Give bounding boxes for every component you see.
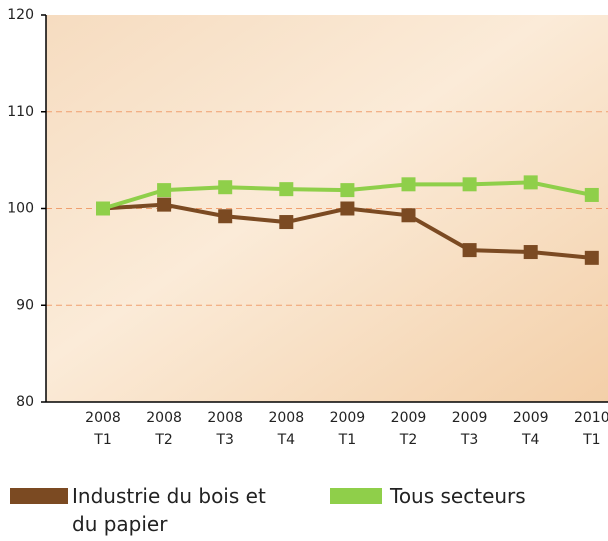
point-marker	[463, 177, 477, 191]
x-tick-label-line: T3	[460, 432, 478, 448]
point-marker	[524, 175, 538, 189]
x-tick-label-line: 2010	[574, 410, 608, 426]
x-tick-label-line: T2	[154, 432, 172, 448]
point-marker	[218, 180, 232, 194]
x-tick-label: 2009 T1	[330, 410, 366, 448]
page: 80901001101202008T12008T22008T32008T4200…	[0, 0, 608, 541]
legend-label: Industrie du bois et du papier	[72, 482, 272, 538]
y-tick-label: 90	[16, 297, 34, 313]
x-tick-label-line: T4	[521, 432, 540, 448]
point-marker	[585, 251, 599, 265]
point-marker	[218, 209, 232, 223]
x-tick-label-line: T3	[215, 432, 233, 448]
x-tick-label: 2009 T4	[513, 410, 549, 448]
point-marker	[157, 183, 171, 197]
point-marker	[279, 215, 293, 229]
x-tick-label-line: 2009	[513, 410, 549, 426]
x-tick-label-line: 2008	[268, 410, 304, 426]
x-tick-label: 2008 T4	[268, 410, 304, 448]
x-tick-label-line: T4	[277, 432, 296, 448]
x-tick-label-line: 2009	[330, 410, 366, 426]
x-tick-label: 2010 T1	[574, 410, 608, 448]
x-tick-label-line: 2009	[391, 410, 427, 426]
x-tick-label-line: 2008	[85, 410, 121, 426]
x-tick-label: 2008 T2	[146, 410, 182, 448]
legend-swatch	[10, 488, 68, 504]
x-tick-label-line: T1	[582, 432, 600, 448]
point-marker	[157, 198, 171, 212]
y-tick-label: 80	[16, 394, 34, 410]
x-tick-label-line: T1	[93, 432, 111, 448]
y-tick-label: 100	[7, 201, 34, 217]
x-tick-label-line: T2	[399, 432, 417, 448]
y-tick-label: 110	[7, 104, 34, 120]
point-marker	[585, 188, 599, 202]
point-marker	[524, 245, 538, 259]
x-tick-label: 2008 T3	[207, 410, 243, 448]
x-tick-label-line: T1	[338, 432, 356, 448]
point-marker	[340, 183, 354, 197]
point-marker	[402, 177, 416, 191]
x-tick-label-line: 2008	[207, 410, 243, 426]
x-tick-label: 2008 T1	[85, 410, 121, 448]
x-tick-label-line: 2009	[452, 410, 488, 426]
point-marker	[279, 182, 293, 196]
legend-label: Tous secteurs	[390, 482, 600, 510]
point-marker	[463, 243, 477, 257]
point-marker	[340, 202, 354, 216]
x-tick-label: 2009 T3	[452, 410, 488, 448]
legend-swatch	[330, 488, 382, 504]
point-marker	[402, 208, 416, 222]
x-tick-label-line: 2008	[146, 410, 182, 426]
x-tick-label: 2009 T2	[391, 410, 427, 448]
y-tick-label: 120	[7, 7, 34, 23]
point-marker	[96, 202, 110, 216]
